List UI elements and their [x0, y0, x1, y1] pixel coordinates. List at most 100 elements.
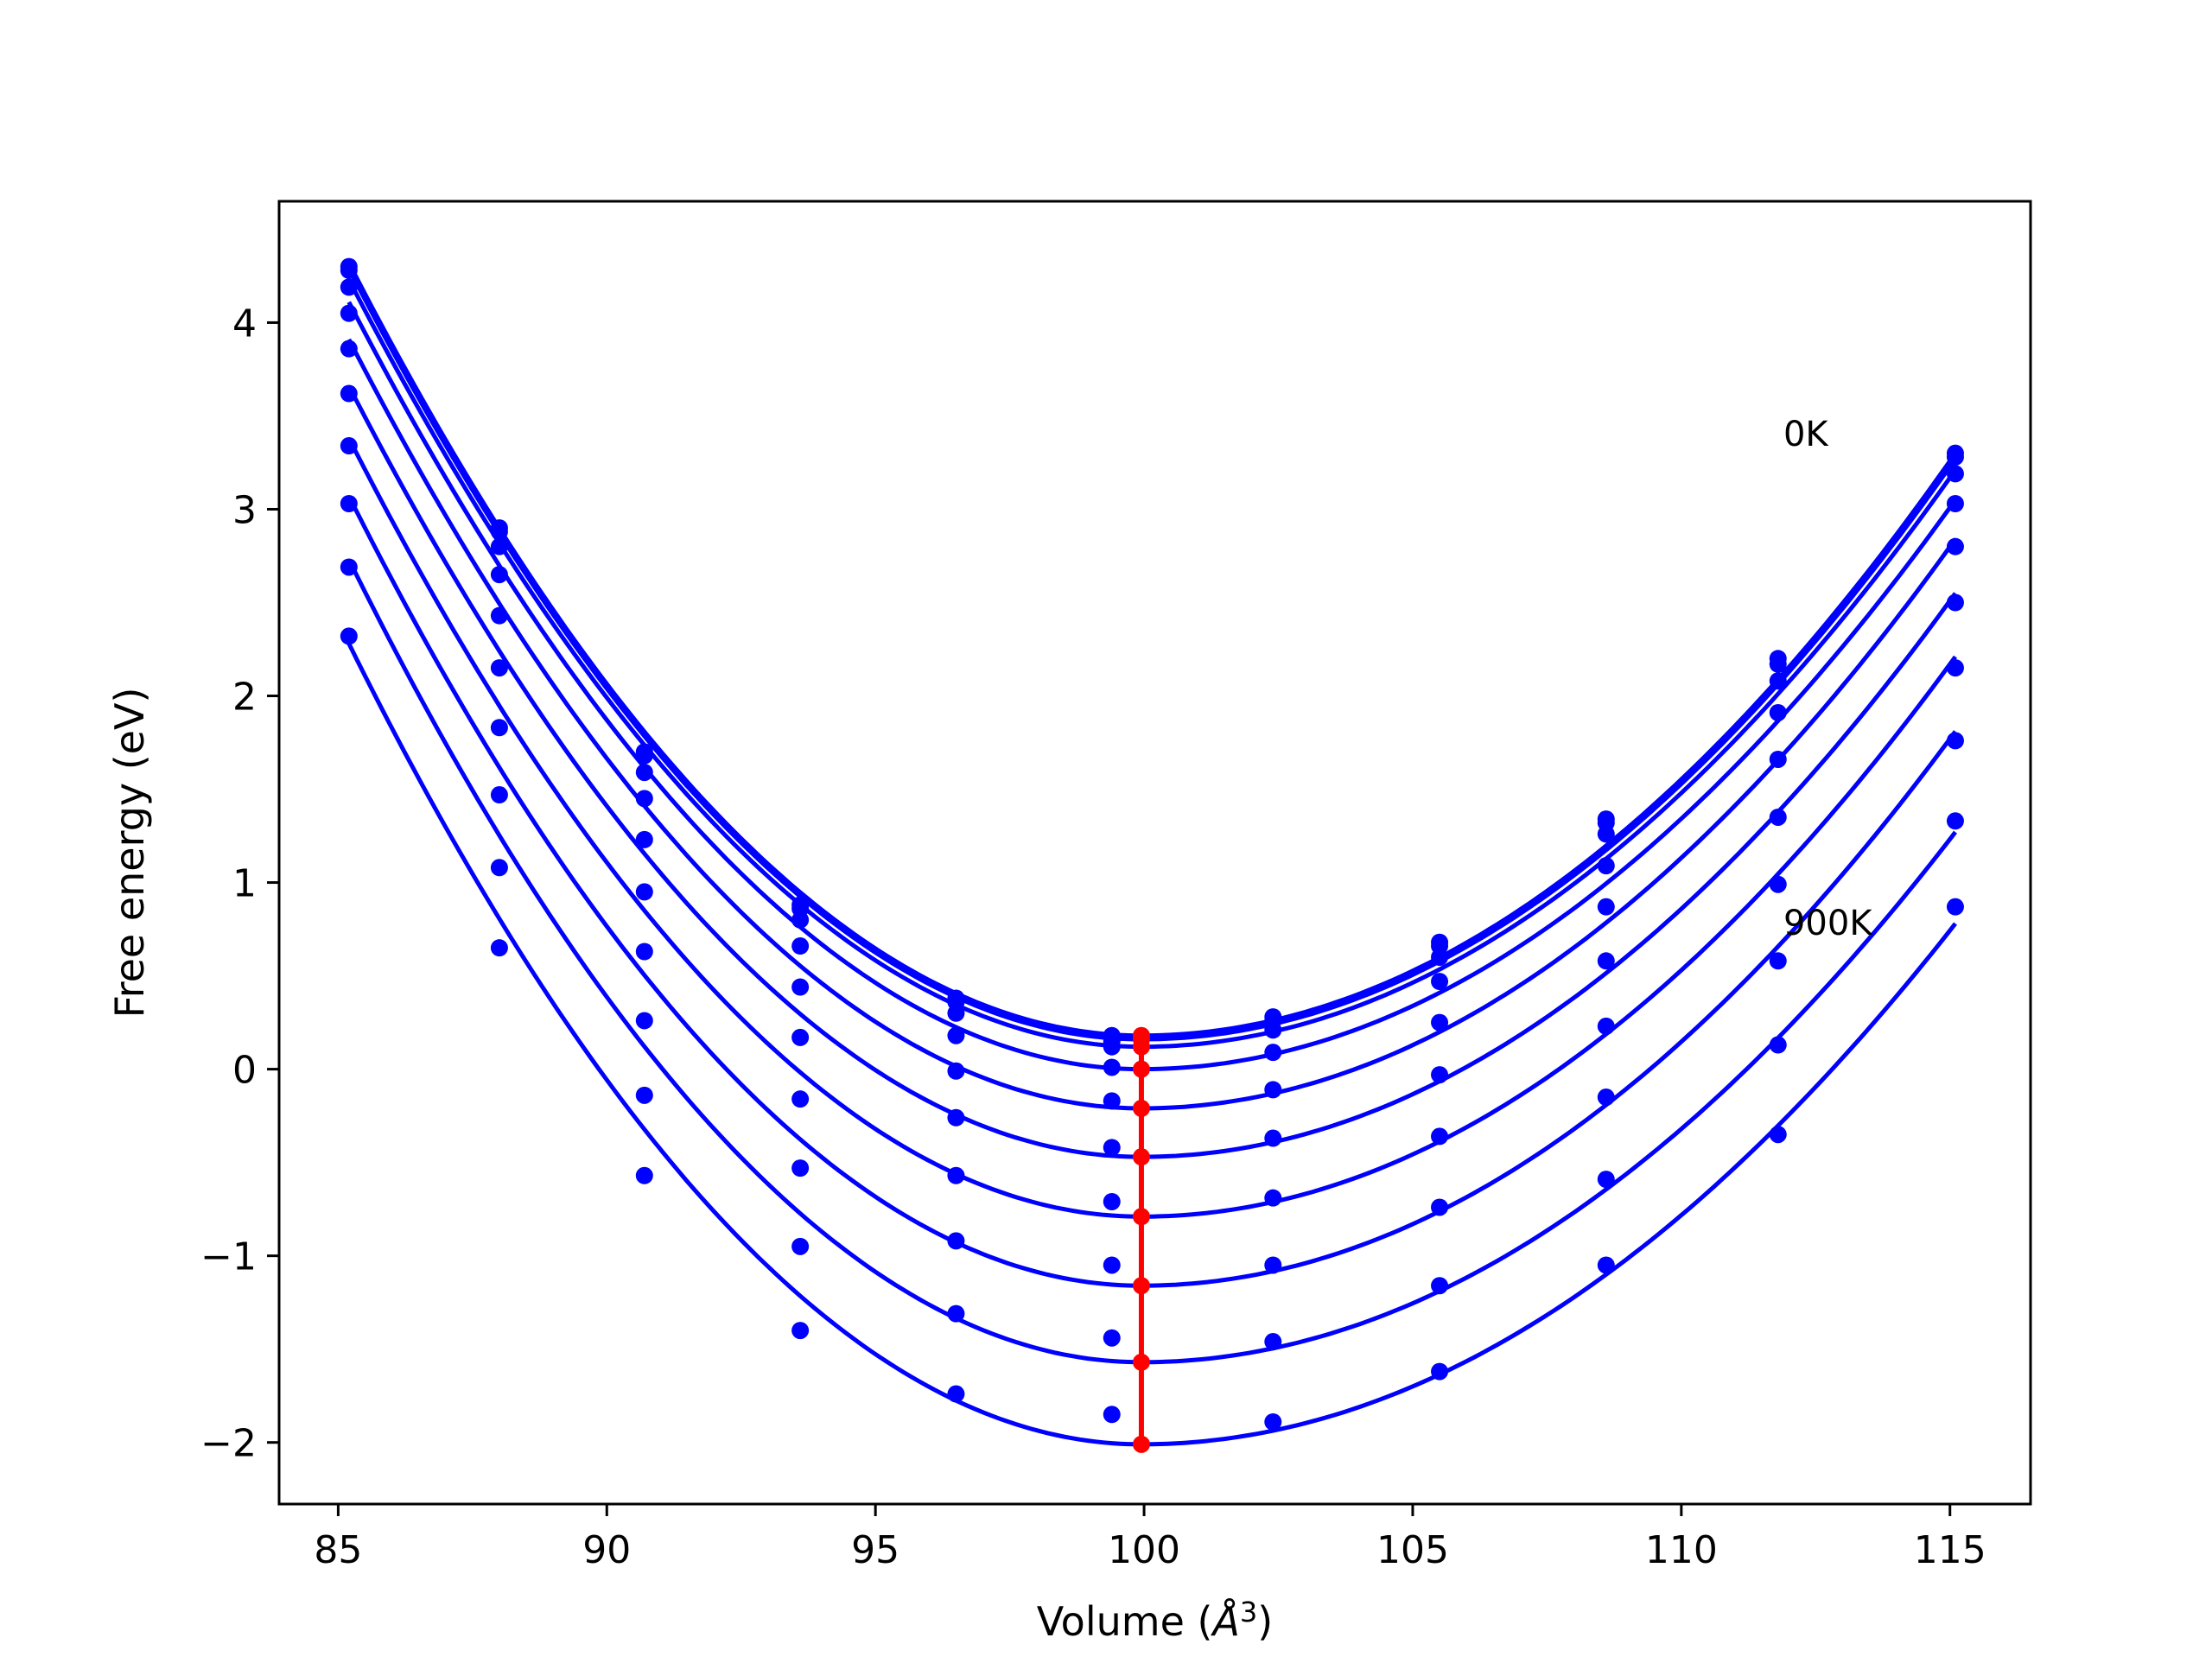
data-point-2-8	[1597, 825, 1615, 843]
data-point-1-2	[635, 746, 653, 765]
data-points	[340, 257, 1964, 1431]
x-axis-label-unit: Å	[1210, 1598, 1239, 1645]
data-point-8-3	[791, 1237, 810, 1255]
data-point-2-9	[1769, 672, 1787, 690]
data-point-9-9	[1769, 1126, 1787, 1144]
annotations: 0K 900K	[1783, 415, 1873, 943]
data-point-6-5	[1103, 1193, 1121, 1211]
fit-curve-5	[346, 384, 1958, 1159]
data-point-5-0	[340, 384, 358, 403]
data-point-2-5	[1103, 1038, 1121, 1056]
data-point-7-8	[1597, 1089, 1615, 1107]
data-point-8-5	[1103, 1329, 1121, 1347]
data-point-6-4	[947, 1166, 965, 1184]
x-tick-label-105: 105	[1376, 1528, 1449, 1572]
fit-curve-2	[346, 278, 1958, 1050]
data-point-4-3	[791, 978, 810, 996]
data-point-7-9	[1769, 952, 1787, 970]
data-point-3-0	[340, 304, 358, 322]
data-point-6-1	[490, 719, 508, 737]
data-point-3-2	[635, 790, 653, 808]
data-point-3-9	[1769, 703, 1787, 721]
x-axis-label-suffix: )	[1257, 1598, 1273, 1645]
minima-series	[1132, 1026, 1150, 1453]
minimum-point-7	[1132, 1277, 1150, 1295]
annotation-1: 900K	[1783, 904, 1873, 943]
data-point-8-1	[490, 859, 508, 877]
data-point-8-10	[1946, 812, 1964, 830]
annotation-0: 0K	[1783, 415, 1829, 454]
data-point-7-2	[635, 1012, 653, 1030]
data-point-6-3	[791, 1090, 810, 1108]
data-point-2-1	[490, 537, 508, 555]
x-axis-label: Volume (Å3)	[1037, 1596, 1273, 1645]
data-point-9-8	[1597, 1256, 1615, 1274]
minimum-point-6	[1132, 1208, 1150, 1226]
data-point-8-6	[1264, 1333, 1282, 1351]
data-point-4-7	[1431, 1013, 1449, 1031]
data-point-1-1	[490, 523, 508, 541]
fit-curve-7	[346, 495, 1958, 1288]
minimum-point-9	[1132, 1435, 1150, 1453]
minimum-point-4	[1132, 1099, 1150, 1117]
data-point-4-8	[1597, 898, 1615, 916]
data-point-5-10	[1946, 593, 1964, 612]
data-point-7-3	[791, 1159, 810, 1177]
data-point-9-7	[1431, 1362, 1449, 1381]
data-point-8-8	[1597, 1171, 1615, 1189]
data-point-3-3	[791, 937, 810, 955]
data-point-9-2	[635, 1166, 653, 1184]
data-point-4-10	[1946, 537, 1964, 555]
data-point-4-0	[340, 340, 358, 358]
data-point-1-0	[340, 261, 358, 279]
minimum-point-5	[1132, 1148, 1150, 1166]
x-axis-ticks: 85 90 95 100 105 110 115	[314, 1504, 1986, 1572]
data-point-9-4	[947, 1385, 965, 1403]
data-point-7-1	[490, 786, 508, 804]
y-tick-label-1: 1	[232, 862, 257, 906]
data-point-7-10	[1946, 732, 1964, 750]
y-tick-label-0: 0	[232, 1049, 257, 1093]
minimum-point-3	[1132, 1060, 1150, 1078]
fit-curves	[346, 262, 1958, 1447]
data-point-2-0	[340, 278, 358, 296]
data-point-3-8	[1597, 857, 1615, 875]
data-point-6-2	[635, 943, 653, 961]
data-point-2-7	[1431, 948, 1449, 966]
data-point-2-4	[947, 1004, 965, 1022]
y-axis-label: Free energy (eV)	[106, 688, 153, 1019]
x-tick-label-115: 115	[1914, 1528, 1986, 1572]
data-point-4-2	[635, 830, 653, 848]
data-point-7-4	[947, 1232, 965, 1250]
data-point-5-2	[635, 883, 653, 901]
y-tick-label-2: 2	[232, 676, 257, 720]
data-point-5-9	[1769, 808, 1787, 826]
data-point-8-9	[1769, 1036, 1787, 1054]
data-point-4-9	[1769, 750, 1787, 768]
data-point-1-9	[1769, 655, 1787, 673]
x-tick-label-90: 90	[582, 1528, 631, 1572]
fit-curve-0	[346, 262, 1958, 1038]
data-point-5-1	[490, 659, 508, 677]
fit-curve-6	[346, 437, 1958, 1219]
data-point-6-9	[1769, 875, 1787, 893]
data-point-2-3	[791, 911, 810, 929]
data-point-4-6	[1264, 1081, 1282, 1099]
fit-curve-1	[346, 267, 1958, 1042]
fit-curve-3	[346, 301, 1958, 1072]
x-tick-label-100: 100	[1108, 1528, 1180, 1572]
fit-curve-8	[346, 558, 1957, 1365]
data-point-5-3	[791, 1028, 810, 1046]
y-axis-ticks: −2 −1 0 1 2 3 4	[200, 301, 279, 1466]
data-point-3-4	[947, 1026, 965, 1044]
data-point-8-7	[1431, 1277, 1449, 1295]
data-point-7-7	[1431, 1198, 1449, 1216]
data-point-2-10	[1946, 465, 1964, 483]
data-point-4-5	[1103, 1092, 1121, 1110]
data-point-3-10	[1946, 494, 1964, 512]
data-point-5-8	[1597, 952, 1615, 970]
data-point-7-0	[340, 494, 358, 512]
data-point-9-0	[340, 627, 358, 645]
